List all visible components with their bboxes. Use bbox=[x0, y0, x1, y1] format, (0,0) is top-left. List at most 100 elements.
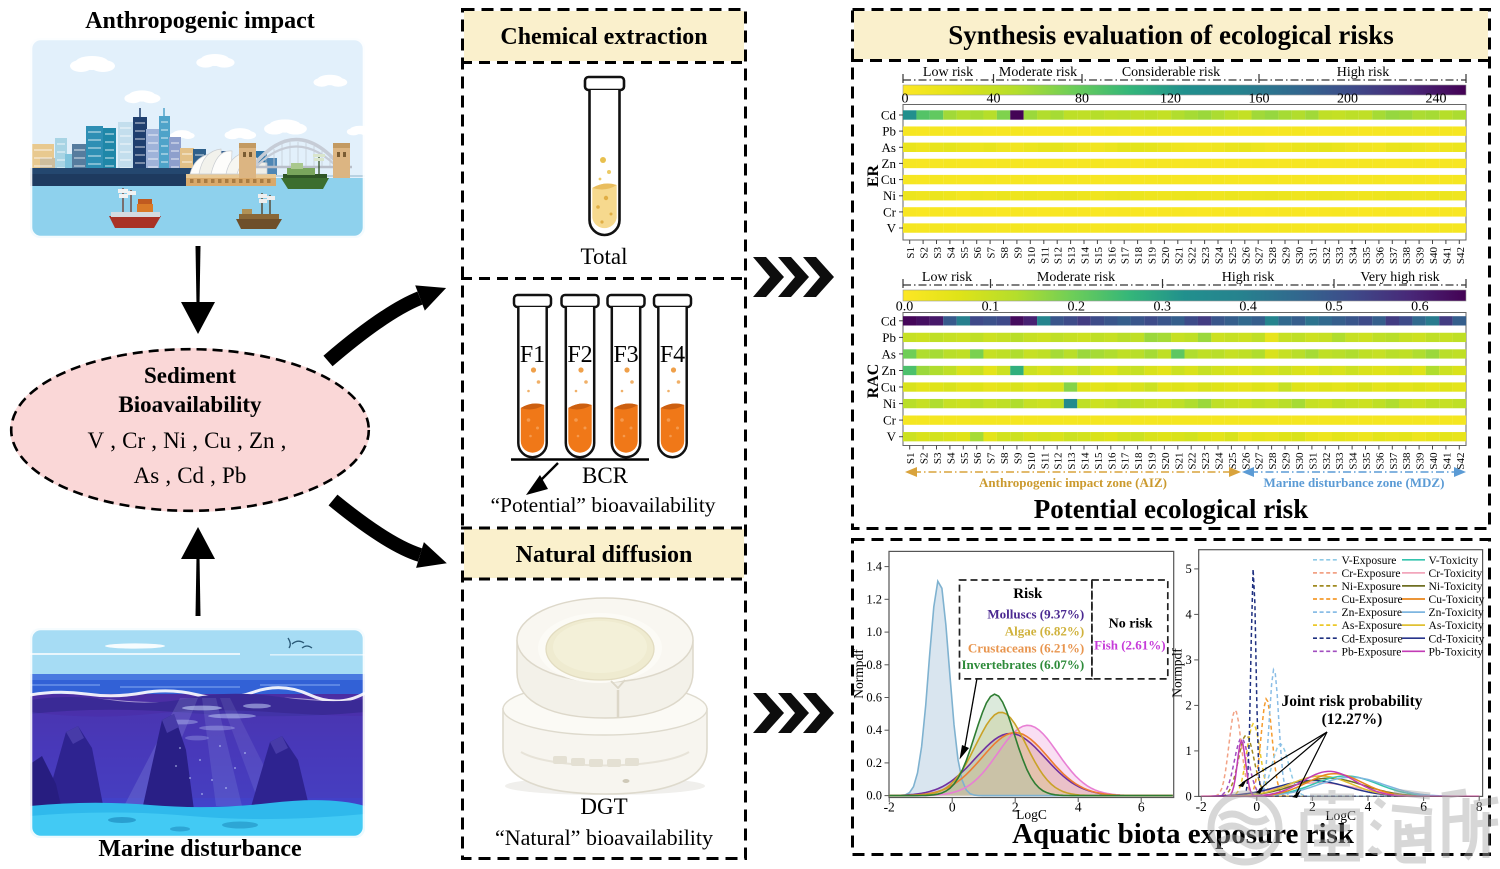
svg-text:Molluscs (9.37%): Molluscs (9.37%) bbox=[987, 607, 1084, 622]
svg-text:Cd: Cd bbox=[881, 108, 897, 123]
svg-text:S19: S19 bbox=[1147, 247, 1159, 265]
svg-text:S39: S39 bbox=[1415, 247, 1427, 265]
svg-text:S37: S37 bbox=[1388, 452, 1400, 470]
svg-text:Total: Total bbox=[581, 244, 628, 269]
svg-text:S31: S31 bbox=[1307, 453, 1319, 470]
svg-text:0.4: 0.4 bbox=[866, 723, 882, 737]
svg-text:S1: S1 bbox=[905, 247, 917, 259]
svg-text:High risk: High risk bbox=[1222, 270, 1275, 285]
svg-text:Pb-Exposure: Pb-Exposure bbox=[1342, 645, 1402, 658]
svg-text:BCR: BCR bbox=[582, 463, 629, 488]
svg-text:F4: F4 bbox=[660, 342, 685, 368]
svg-text:S20: S20 bbox=[1160, 247, 1172, 265]
svg-text:As-Toxicity: As-Toxicity bbox=[1429, 619, 1484, 632]
svg-text:6: 6 bbox=[1420, 799, 1427, 814]
svg-text:Pb-Toxicity: Pb-Toxicity bbox=[1429, 645, 1484, 658]
svg-text:Potential ecological risk: Potential ecological risk bbox=[1034, 494, 1308, 524]
svg-text:Zn: Zn bbox=[882, 363, 897, 378]
svg-text:S30: S30 bbox=[1294, 452, 1306, 470]
svg-text:S19: S19 bbox=[1147, 452, 1159, 470]
svg-text:1.2: 1.2 bbox=[866, 592, 882, 606]
svg-text:S22: S22 bbox=[1187, 453, 1199, 470]
svg-text:S12: S12 bbox=[1053, 247, 1065, 264]
svg-text:No risk: No risk bbox=[1109, 617, 1153, 632]
svg-text:DGT: DGT bbox=[580, 794, 627, 819]
svg-text:As: As bbox=[882, 346, 896, 361]
svg-text:-2: -2 bbox=[884, 800, 895, 815]
svg-text:S4: S4 bbox=[945, 247, 957, 259]
svg-text:S38: S38 bbox=[1401, 452, 1413, 470]
svg-text:S28: S28 bbox=[1267, 452, 1279, 470]
svg-text:Ni-Toxicity: Ni-Toxicity bbox=[1429, 580, 1483, 593]
svg-text:S14: S14 bbox=[1080, 452, 1092, 470]
svg-text:S17: S17 bbox=[1120, 247, 1132, 265]
svg-text:S24: S24 bbox=[1214, 452, 1226, 470]
svg-text:V: V bbox=[887, 429, 897, 444]
svg-text:0.2: 0.2 bbox=[866, 756, 882, 770]
svg-text:F3: F3 bbox=[613, 342, 638, 368]
svg-text:S18: S18 bbox=[1133, 247, 1145, 265]
svg-text:-2: -2 bbox=[1196, 799, 1207, 814]
svg-text:S41: S41 bbox=[1441, 247, 1453, 264]
svg-text:S34: S34 bbox=[1348, 452, 1360, 470]
svg-text:Cr-Toxicity: Cr-Toxicity bbox=[1429, 567, 1483, 580]
svg-text:S33: S33 bbox=[1334, 247, 1346, 265]
svg-text:Normpdf: Normpdf bbox=[851, 649, 866, 699]
svg-text:S23: S23 bbox=[1200, 247, 1212, 265]
svg-text:S3: S3 bbox=[932, 452, 944, 464]
svg-text:0: 0 bbox=[902, 92, 909, 107]
svg-text:LogC: LogC bbox=[1016, 807, 1047, 822]
svg-text:S38: S38 bbox=[1401, 247, 1413, 265]
svg-text:Cu-Toxicity: Cu-Toxicity bbox=[1429, 593, 1485, 606]
svg-text:Cr: Cr bbox=[883, 204, 897, 219]
svg-text:240: 240 bbox=[1426, 92, 1447, 107]
svg-text:Cu-Exposure: Cu-Exposure bbox=[1342, 593, 1403, 606]
svg-text:S21: S21 bbox=[1173, 247, 1185, 264]
svg-text:S33: S33 bbox=[1334, 452, 1346, 470]
svg-text:0.2: 0.2 bbox=[1068, 300, 1086, 315]
svg-text:LogC: LogC bbox=[1325, 808, 1356, 823]
svg-text:S8: S8 bbox=[999, 452, 1011, 464]
svg-text:Cu: Cu bbox=[881, 380, 897, 395]
svg-text:Low risk: Low risk bbox=[922, 270, 972, 285]
svg-text:Risk: Risk bbox=[1013, 586, 1043, 602]
svg-text:Marine disturbance zone (MDZ): Marine disturbance zone (MDZ) bbox=[1264, 475, 1445, 490]
svg-text:0.0: 0.0 bbox=[896, 300, 914, 315]
svg-text:Fish (2.61%): Fish (2.61%) bbox=[1094, 638, 1166, 653]
svg-text:Anthropogenic impact zone (AIZ: Anthropogenic impact zone (AIZ) bbox=[979, 475, 1167, 490]
svg-text:F2: F2 bbox=[567, 342, 592, 368]
svg-text:“Natural” bioavailability: “Natural” bioavailability bbox=[495, 825, 713, 850]
svg-text:Cr: Cr bbox=[883, 413, 897, 428]
svg-text:Moderate risk: Moderate risk bbox=[1037, 270, 1115, 285]
svg-text:Chemical extraction: Chemical extraction bbox=[500, 24, 707, 50]
svg-text:S31: S31 bbox=[1307, 247, 1319, 264]
svg-text:“Potential” bioavailability: “Potential” bioavailability bbox=[490, 493, 715, 517]
svg-text:6: 6 bbox=[1138, 800, 1145, 815]
svg-text:S39: S39 bbox=[1415, 452, 1427, 470]
svg-text:Cd-Exposure: Cd-Exposure bbox=[1342, 632, 1403, 645]
svg-text:S29: S29 bbox=[1281, 452, 1293, 470]
svg-text:S9: S9 bbox=[1012, 452, 1024, 464]
svg-text:S15: S15 bbox=[1093, 247, 1105, 265]
svg-text:1.0: 1.0 bbox=[866, 625, 882, 639]
svg-text:S4: S4 bbox=[945, 452, 957, 464]
svg-text:S6: S6 bbox=[972, 247, 984, 259]
svg-text:Cd-Toxicity: Cd-Toxicity bbox=[1429, 632, 1485, 645]
svg-text:V-Toxicity: V-Toxicity bbox=[1429, 554, 1479, 567]
svg-text:0.3: 0.3 bbox=[1153, 300, 1171, 315]
svg-text:S26: S26 bbox=[1240, 452, 1252, 470]
svg-text:S30: S30 bbox=[1294, 247, 1306, 265]
svg-text:S12: S12 bbox=[1053, 453, 1065, 470]
svg-text:S40: S40 bbox=[1428, 247, 1440, 265]
svg-text:S16: S16 bbox=[1106, 247, 1118, 265]
svg-text:S36: S36 bbox=[1374, 247, 1386, 265]
svg-text:2: 2 bbox=[1309, 799, 1316, 814]
svg-text:Natural diffusion: Natural diffusion bbox=[516, 542, 693, 568]
svg-text:S40: S40 bbox=[1428, 452, 1440, 470]
svg-text:Normpdf: Normpdf bbox=[1170, 648, 1185, 698]
svg-text:0.8: 0.8 bbox=[866, 658, 882, 672]
svg-text:S22: S22 bbox=[1187, 247, 1199, 264]
svg-text:S7: S7 bbox=[986, 247, 998, 259]
svg-text:Invertebrates (6.07%): Invertebrates (6.07%) bbox=[961, 657, 1084, 672]
svg-text:Ni-Exposure: Ni-Exposure bbox=[1342, 580, 1401, 593]
